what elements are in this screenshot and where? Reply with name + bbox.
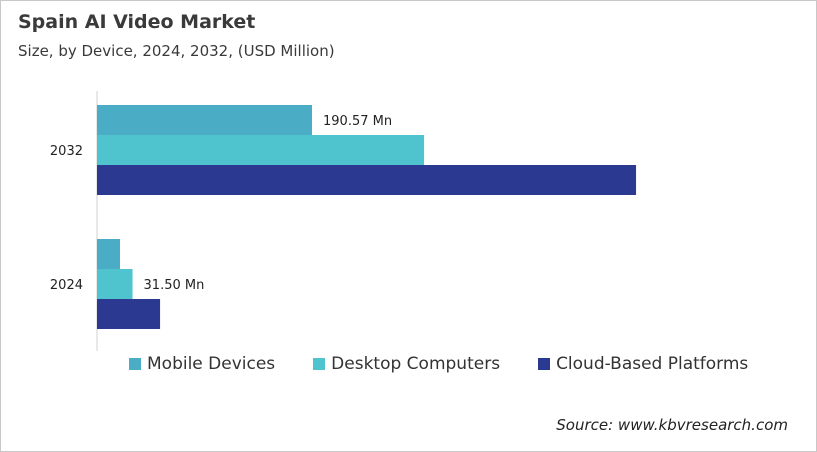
legend-label: Cloud-Based Platforms <box>556 354 749 374</box>
legend-item-desktop: Desktop Computers <box>313 354 500 374</box>
legend-swatch <box>538 358 551 370</box>
bar-2024-0 <box>97 239 121 269</box>
legend: Mobile Devices Desktop Computers Cloud-B… <box>129 354 786 374</box>
legend-item-mobile: Mobile Devices <box>129 354 275 374</box>
legend-label: Mobile Devices <box>147 354 276 374</box>
data-label: 190.57 Mn <box>323 114 392 129</box>
legend-swatch <box>129 358 141 370</box>
bar-2024-1 <box>97 269 133 299</box>
legend-item-cloud: Cloud-Based Platforms <box>538 354 748 374</box>
bar-2032-2 <box>97 165 637 195</box>
bar-2024-2 <box>97 299 161 329</box>
bar-2032-0 <box>97 105 312 135</box>
y-tick-label: 2024 <box>50 278 83 293</box>
chart-title: Spain AI Video Market <box>18 11 256 33</box>
legend-label: Desktop Computers <box>331 354 501 374</box>
legend-swatch <box>313 358 326 370</box>
data-label: 31.50 Mn <box>144 278 205 293</box>
chart-subtitle: Size, by Device, 2024, 2032, (USD Millio… <box>18 42 335 60</box>
bar-2032-1 <box>97 135 425 165</box>
y-tick-label: 2032 <box>50 144 83 159</box>
source-note: Source: www.kbvresearch.com <box>556 416 788 434</box>
